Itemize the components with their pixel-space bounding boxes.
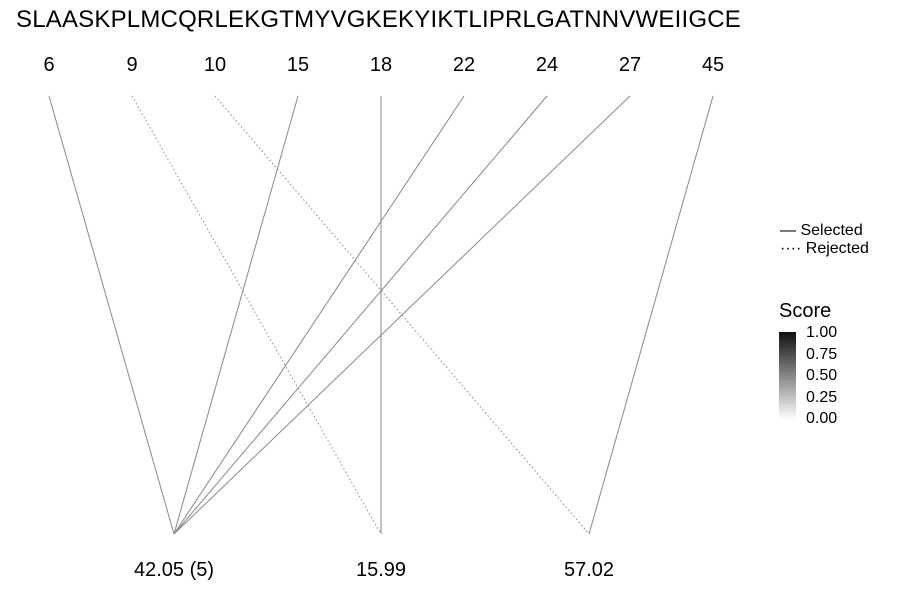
score-tick-5: 0.00 [806, 410, 838, 427]
position-label-45: 45 [702, 54, 724, 76]
score-legend-title: Score [779, 300, 832, 322]
peptide-sequence: SLAASKPLMCQRLEKGTMYVGKEKYIKTLIPRLGATNNVW… [16, 6, 741, 33]
score-tick-1: 1.00 [806, 324, 838, 341]
position-label-18: 18 [370, 54, 392, 76]
position-label-27: 27 [619, 54, 641, 76]
position-label-9: 9 [126, 54, 137, 76]
legend-dotted-swatch: ···· [780, 240, 806, 257]
mass-label-3: 57.02 [564, 559, 614, 581]
link-22-selected [173, 95, 465, 535]
score-colorbar [779, 332, 796, 420]
legend-selected-label: Selected [800, 222, 863, 239]
mass-label-1: 42.05 (5) [134, 559, 214, 581]
link-6-selected [48, 95, 175, 535]
position-label-6: 6 [43, 54, 54, 76]
link-15-selected [173, 95, 299, 535]
link-9-rejected [131, 95, 382, 535]
position-label-10: 10 [204, 54, 226, 76]
mass-label-2: 15.99 [356, 559, 406, 581]
position-label-15: 15 [287, 54, 309, 76]
link-45-selected [588, 95, 714, 535]
legend-solid-swatch: — [780, 222, 801, 239]
legend-selected: — Selected [780, 222, 863, 240]
link-27-selected [173, 95, 631, 535]
score-tick-4: 0.25 [806, 389, 838, 406]
position-label-22: 22 [453, 54, 475, 76]
legend-rejected: ···· Rejected [780, 240, 869, 258]
link-24-selected [173, 95, 548, 535]
score-tick-2: 0.75 [806, 346, 838, 363]
position-label-24: 24 [536, 54, 558, 76]
legend-rejected-label: Rejected [805, 240, 869, 257]
score-tick-3: 0.50 [806, 367, 838, 384]
